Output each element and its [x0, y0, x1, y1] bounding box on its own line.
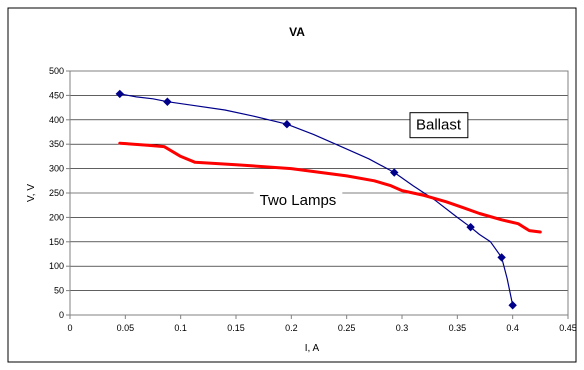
y-tick-label: 300	[49, 164, 64, 174]
ballast-marker	[115, 89, 125, 99]
x-tick-label: 0	[67, 323, 72, 333]
x-tick-label: 0.1	[174, 323, 187, 333]
y-tick-label: 200	[49, 212, 64, 222]
ballast-marker	[163, 97, 172, 106]
y-tick-label: 250	[49, 188, 64, 198]
x-tick-label: 0.2	[285, 323, 298, 333]
y-tick-label: 100	[49, 261, 64, 271]
series-two-lamps-line	[118, 141, 542, 234]
chart-frame	[7, 7, 577, 363]
chart-title: VA	[289, 25, 305, 39]
annotation-box	[409, 112, 469, 139]
y-axis-label: V, V	[26, 184, 37, 202]
markers-group	[115, 89, 517, 310]
ballast-marker	[508, 301, 517, 310]
x-tick-label: 0.25	[338, 323, 356, 333]
annotation-two-lamps: Two Lamps	[253, 187, 343, 213]
x-tick-label: 0.15	[227, 323, 245, 333]
ballast-marker	[390, 168, 399, 177]
y-tick-label: 350	[49, 139, 64, 149]
y-axis: 0 50 100 150 200 250 300 350 400 450 500	[49, 66, 70, 320]
ballast-marker	[466, 222, 475, 232]
x-tick-label: 0.4	[506, 323, 519, 333]
ballast-marker	[497, 253, 506, 262]
x-axis: 0 0.05 0.1 0.15 0.2 0.25 0.3 0.35 0.4 0.45	[67, 315, 577, 333]
y-tick-label: 450	[49, 90, 64, 100]
x-tick-label: 0.35	[449, 323, 467, 333]
y-tick-label: 50	[54, 286, 64, 296]
y-tick-label: 400	[49, 115, 64, 125]
series-ballast-line	[119, 93, 514, 306]
annotation-text: Ballast	[416, 117, 462, 134]
annotation-box	[253, 187, 343, 213]
annotation-ballast: Ballast	[409, 112, 469, 139]
series-group	[118, 93, 542, 306]
x-tick-label: 0.45	[559, 323, 577, 333]
x-axis-label: I, A	[305, 343, 320, 354]
annotation-text: Two Lamps	[260, 192, 337, 209]
y-tick-label: 0	[59, 310, 64, 320]
annotations: Ballast Two Lamps	[253, 112, 469, 213]
y-tick-label: 500	[49, 66, 64, 76]
y-tick-label: 150	[49, 237, 64, 247]
ballast-marker	[282, 119, 292, 129]
x-tick-label: 0.3	[396, 323, 409, 333]
x-tick-label: 0.05	[117, 323, 135, 333]
